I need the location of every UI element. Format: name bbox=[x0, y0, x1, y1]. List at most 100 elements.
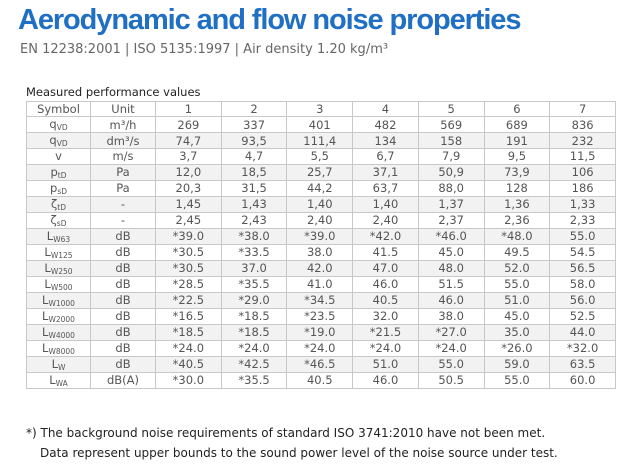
value-cell: 569 bbox=[417, 116, 485, 134]
value-cell: *27.0 bbox=[417, 323, 485, 341]
symbol-subscript: WA bbox=[55, 378, 68, 388]
value-cell: 32.0 bbox=[352, 307, 419, 325]
value-cell: 58.0 bbox=[549, 275, 616, 293]
value-cell: *35.5 bbox=[220, 275, 288, 293]
symbol-cell: LW2000 bbox=[26, 307, 91, 325]
value-cell: 73,9 bbox=[483, 163, 551, 181]
value-cell: *21.5 bbox=[352, 323, 419, 341]
symbol-cell: LWA bbox=[26, 371, 91, 389]
symbol-subscript: sD bbox=[56, 218, 67, 228]
symbol-cell: qVD bbox=[26, 116, 91, 134]
symbol-cell: LW1000 bbox=[26, 291, 91, 309]
symbol-subscript: W125 bbox=[50, 250, 73, 260]
value-cell: 56.5 bbox=[549, 259, 616, 277]
unit-cell: dB bbox=[90, 323, 156, 341]
value-cell: 2,36 bbox=[483, 211, 551, 229]
symbol-subscript: W2000 bbox=[48, 314, 75, 324]
value-cell: *34.5 bbox=[286, 291, 354, 309]
value-cell: *24.0 bbox=[220, 339, 288, 357]
table-row: LW dB *40.5 *42.5 *46.5 51.0 55.0 59.0 63.5 bbox=[26, 355, 616, 373]
value-cell: 93,5 bbox=[220, 132, 288, 150]
symbol-cell: ζtD bbox=[26, 195, 91, 213]
value-cell: *24.0 bbox=[352, 339, 419, 357]
value-cell: *24.0 bbox=[155, 339, 222, 357]
value-cell: 7,9 bbox=[417, 148, 485, 165]
table-row: LW500 dB *28.5 *35.5 41.0 46.0 51.5 55.0 58.0 bbox=[26, 275, 616, 293]
value-cell: *30.5 bbox=[155, 259, 222, 277]
value-cell: 1,45 bbox=[155, 195, 222, 213]
value-cell: 186 bbox=[549, 179, 616, 197]
value-cell: 5,5 bbox=[286, 148, 354, 165]
value-cell: 46.0 bbox=[417, 291, 485, 309]
value-cell: 56.0 bbox=[549, 291, 616, 309]
value-cell: 2,45 bbox=[155, 211, 222, 229]
value-cell: 38.0 bbox=[286, 243, 354, 261]
value-cell: *18.5 bbox=[155, 323, 222, 341]
value-cell: 55.0 bbox=[483, 275, 551, 293]
symbol-base: q bbox=[49, 133, 57, 148]
symbol-base: L bbox=[51, 356, 58, 371]
value-cell: 836 bbox=[549, 116, 616, 134]
symbol-subscript: W1000 bbox=[48, 298, 75, 308]
symbol-cell: LW250 bbox=[26, 259, 91, 277]
value-cell: 2,40 bbox=[352, 211, 419, 229]
column-header: 6 bbox=[483, 100, 551, 118]
value-cell: 9,5 bbox=[483, 148, 551, 165]
value-cell: 51.5 bbox=[417, 275, 485, 293]
value-cell: *18.5 bbox=[220, 323, 288, 341]
value-cell: 74,7 bbox=[155, 132, 222, 150]
value-cell: *48.0 bbox=[483, 227, 551, 245]
symbol-base: L bbox=[44, 276, 51, 291]
column-header: Symbol bbox=[26, 100, 91, 118]
symbol-base: L bbox=[49, 372, 56, 387]
column-header: 3 bbox=[286, 100, 354, 118]
value-cell: 1,33 bbox=[549, 195, 616, 213]
value-cell: 52.0 bbox=[483, 259, 551, 277]
symbol-subscript: VD bbox=[56, 123, 68, 133]
unit-cell: dB bbox=[90, 227, 156, 245]
value-cell: 689 bbox=[483, 116, 551, 134]
unit-cell: Pa bbox=[90, 163, 156, 181]
symbol-base: ζ bbox=[51, 196, 58, 211]
unit-cell: dB(A) bbox=[90, 371, 156, 389]
symbol-cell: ptD bbox=[26, 163, 91, 181]
value-cell: 134 bbox=[352, 132, 419, 150]
value-cell: 12,0 bbox=[155, 163, 222, 181]
symbol-cell: LW bbox=[26, 355, 91, 373]
table-row: qVD m³/h 269 337 401 482 569 689 836 bbox=[26, 116, 616, 134]
column-header: 4 bbox=[352, 100, 419, 118]
value-cell: 38.0 bbox=[417, 307, 485, 325]
value-cell: *30.0 bbox=[155, 371, 222, 389]
value-cell: 59.0 bbox=[483, 355, 551, 373]
value-cell: *32.0 bbox=[549, 339, 616, 357]
symbol-cell: LW500 bbox=[26, 275, 91, 293]
symbol-cell: LW8000 bbox=[26, 339, 91, 357]
value-cell: *39.0 bbox=[155, 227, 222, 245]
symbol-cell: qVD bbox=[26, 132, 91, 150]
value-cell: 31,5 bbox=[220, 179, 288, 197]
value-cell: 1,37 bbox=[417, 195, 485, 213]
value-cell: 46.0 bbox=[352, 371, 419, 389]
value-cell: 2,43 bbox=[220, 211, 288, 229]
symbol-base: p bbox=[50, 164, 58, 179]
value-cell: 55.0 bbox=[417, 355, 485, 373]
unit-cell: dm³/s bbox=[90, 132, 156, 150]
table-row: LW4000 dB *18.5 *18.5 *19.0 *21.5 *27.0 35.0 44.… bbox=[26, 323, 616, 341]
unit-cell: dB bbox=[90, 291, 156, 309]
symbol-subscript: tD bbox=[57, 202, 66, 212]
value-cell: 111,4 bbox=[286, 132, 354, 150]
value-cell: *39.0 bbox=[286, 227, 354, 245]
value-cell: 40.5 bbox=[286, 371, 354, 389]
header-row: Symbol Unit 1 2 3 4 5 6 7 bbox=[26, 100, 616, 118]
symbol-base: L bbox=[42, 308, 49, 323]
title: Aerodynamic and flow noise properties bbox=[18, 4, 521, 36]
table-row: LW1000 dB *22.5 *29.0 *34.5 40.5 46.0 51.0 56.0 bbox=[26, 291, 616, 309]
table-row: ζsD -2,45 2,43 2,40 2,40 2,37 2,36 2,33 bbox=[26, 211, 616, 229]
value-cell: 37.0 bbox=[220, 259, 288, 277]
value-cell: 4,7 bbox=[220, 148, 288, 165]
value-cell: *24.0 bbox=[286, 339, 354, 357]
symbol-cell: LW4000 bbox=[26, 323, 91, 341]
value-cell: 41.5 bbox=[352, 243, 419, 261]
value-cell: 88,0 bbox=[417, 179, 485, 197]
table-row: LW250 dB *30.5 37.0 42.0 47.0 48.0 52.0 56.5 bbox=[26, 259, 616, 277]
